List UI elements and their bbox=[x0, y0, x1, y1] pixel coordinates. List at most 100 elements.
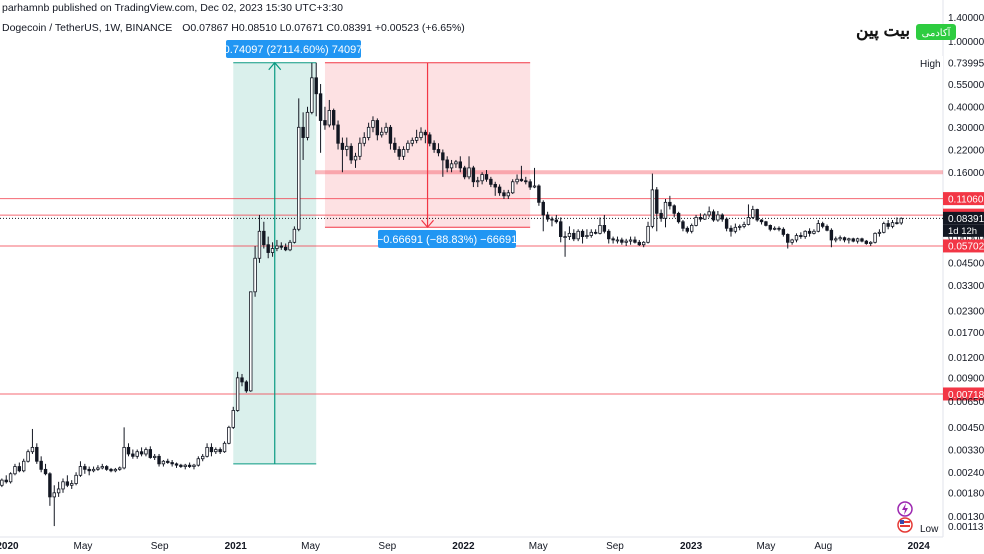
candle-body bbox=[410, 139, 414, 144]
candle bbox=[318, 84, 323, 153]
candle bbox=[192, 463, 196, 470]
candle-body bbox=[214, 449, 218, 453]
candle-body bbox=[436, 149, 441, 154]
horizontal-levels[interactable] bbox=[0, 170, 943, 395]
time-tick-label: Sep bbox=[606, 541, 624, 552]
price-tag-bg bbox=[943, 239, 984, 253]
candle bbox=[519, 165, 524, 182]
measure-up-label-bg bbox=[226, 40, 361, 58]
candle bbox=[283, 243, 288, 252]
candle-body bbox=[43, 468, 48, 475]
candle-body bbox=[563, 236, 567, 238]
candle bbox=[567, 226, 572, 240]
candle-body bbox=[397, 149, 401, 157]
candle bbox=[22, 458, 26, 473]
measure-down-label[interactable]: −0.66691 (−88.83%) −66691 bbox=[377, 230, 517, 248]
candle bbox=[109, 467, 113, 473]
time-tick-label: 2021 bbox=[225, 541, 248, 552]
candle-body bbox=[17, 466, 22, 472]
price-axis[interactable]: 1.40000 1.00000 0.73995 0.55000 0.40000 0.300… bbox=[943, 13, 984, 533]
candle-body bbox=[720, 214, 724, 220]
candle-body bbox=[262, 230, 266, 246]
ohlc-values: O0.07867 H0.08510 L0.07671 C0.08391 +0.0… bbox=[182, 22, 465, 34]
candle bbox=[122, 427, 126, 470]
candle-body bbox=[751, 209, 755, 218]
candle-body bbox=[851, 238, 855, 242]
candle bbox=[266, 236, 270, 259]
candle bbox=[624, 238, 628, 246]
candle-body bbox=[187, 464, 192, 467]
measure-up-label[interactable]: 0.74097 (27114.60%) 74097 bbox=[224, 40, 363, 58]
candle bbox=[877, 229, 882, 237]
candle-body bbox=[26, 451, 30, 462]
brand-badge-bg bbox=[916, 24, 956, 40]
candle bbox=[825, 224, 829, 232]
candle-body bbox=[545, 214, 550, 220]
candle bbox=[537, 184, 541, 206]
candle bbox=[493, 181, 497, 196]
candle-body bbox=[61, 481, 65, 490]
candle bbox=[393, 137, 397, 153]
candle-body bbox=[480, 174, 484, 182]
us-flag-icon[interactable] bbox=[897, 517, 913, 533]
candle-body bbox=[327, 110, 332, 126]
price-tick-label: 0.03300 bbox=[948, 281, 984, 292]
candle bbox=[56, 481, 61, 497]
candle bbox=[131, 449, 135, 459]
candle bbox=[30, 428, 35, 454]
candle-body bbox=[126, 446, 131, 455]
candle bbox=[842, 236, 847, 243]
price-tag-bg bbox=[943, 211, 984, 225]
price-tick-label: 0.00113 bbox=[948, 522, 984, 533]
candle bbox=[676, 211, 681, 224]
countdown-text: 1d 12h bbox=[948, 226, 977, 237]
candle bbox=[886, 219, 890, 230]
lightning-icon[interactable] bbox=[897, 501, 913, 517]
candle-body bbox=[331, 110, 336, 126]
candle-body bbox=[227, 426, 231, 444]
level-band[interactable] bbox=[315, 170, 943, 175]
candle-body bbox=[13, 466, 17, 475]
candle bbox=[144, 447, 148, 457]
candle-body bbox=[899, 217, 903, 224]
candle-body bbox=[240, 377, 244, 383]
candle-body bbox=[641, 241, 646, 246]
candle bbox=[297, 98, 301, 232]
candle bbox=[428, 132, 432, 147]
candle bbox=[742, 221, 746, 229]
candle bbox=[174, 462, 179, 468]
candle-body bbox=[742, 224, 746, 227]
candle-body bbox=[550, 218, 554, 221]
candle-body bbox=[615, 239, 620, 242]
time-axis[interactable]: 2020 May Sep 2021 May Sep 2022 May Sep 2023 May Aug… bbox=[0, 541, 930, 552]
candle bbox=[786, 233, 790, 249]
candle-body bbox=[0, 479, 4, 486]
price-tick-label: 0.02300 bbox=[948, 307, 984, 318]
time-tick-label: May bbox=[756, 541, 775, 552]
candle bbox=[301, 112, 305, 160]
candle bbox=[572, 229, 576, 242]
candle-body bbox=[428, 134, 432, 144]
candle bbox=[26, 449, 30, 463]
candle-body bbox=[493, 183, 497, 188]
candle bbox=[166, 458, 170, 464]
candle bbox=[358, 137, 362, 160]
candle bbox=[855, 237, 860, 244]
time-tick-label: May bbox=[301, 541, 320, 552]
candle bbox=[0, 478, 4, 488]
price-tick-label: 0.40000 bbox=[948, 103, 984, 114]
candle bbox=[419, 127, 423, 141]
candle-body bbox=[406, 142, 410, 150]
candle bbox=[820, 221, 825, 229]
price-tick-label: 0.00650 bbox=[948, 397, 984, 408]
candle-body bbox=[847, 238, 851, 241]
candle-body bbox=[192, 464, 196, 467]
candle-body bbox=[91, 468, 96, 472]
candle-body bbox=[414, 137, 419, 141]
price-tag-bg bbox=[943, 192, 984, 206]
candle bbox=[637, 239, 642, 246]
candle bbox=[340, 137, 345, 173]
candle bbox=[17, 462, 22, 473]
candle-body bbox=[803, 230, 807, 237]
